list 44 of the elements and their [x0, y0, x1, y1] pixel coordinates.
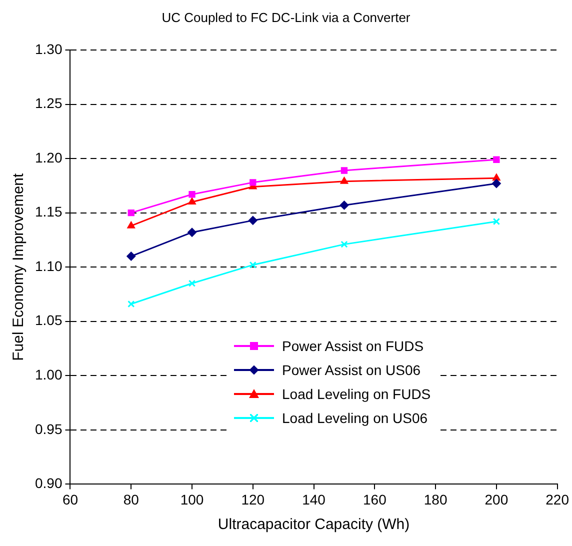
y-tick-label: 0.95	[35, 420, 62, 437]
y-tick-label: 1.20	[35, 149, 62, 166]
point	[249, 261, 256, 269]
point	[188, 228, 197, 237]
point	[128, 300, 135, 308]
point	[340, 176, 348, 184]
point	[126, 252, 136, 261]
x-tick-label: 120	[241, 491, 265, 508]
point	[492, 174, 500, 181]
point	[248, 216, 258, 225]
chart-title: UC Coupled to FC DC-Link via a Converter	[160, 10, 412, 25]
x-tick-label: 60	[62, 491, 78, 508]
legend-label: Power Assist on FUDS	[282, 338, 424, 354]
x-axis-title: Ultracapacitor Capacity (Wh)	[218, 516, 410, 534]
y-tick-label: 1.15	[35, 204, 62, 220]
x-tick-label: 200	[484, 491, 508, 508]
point	[492, 179, 501, 188]
x-tick-label: 80	[123, 491, 140, 508]
y-tick-label: 1.25	[35, 95, 62, 112]
point	[188, 191, 196, 198]
point	[127, 221, 136, 228]
point	[188, 197, 196, 204]
y-tick-label: 0.90	[35, 475, 62, 492]
x-tick-label: 160	[362, 491, 387, 508]
point	[340, 167, 348, 174]
y-tick-label: 1.30	[35, 40, 62, 57]
y-axis-title: Fuel Economy Improvement	[10, 172, 28, 361]
legend-label: Load Leveling on US06	[282, 410, 428, 426]
y-tick-label: 1.05	[35, 312, 62, 328]
y-tick-label: 1.00	[35, 366, 62, 383]
point	[492, 218, 500, 226]
y-tick-label: 1.10	[35, 258, 62, 274]
legend-label: Power Assist on US06	[282, 362, 421, 378]
point	[340, 240, 348, 248]
point	[340, 200, 349, 210]
legend-label: Load Leveling on FUDS	[282, 386, 431, 402]
point	[128, 209, 134, 216]
point	[188, 280, 196, 287]
point	[250, 179, 256, 186]
x-tick-label: 220	[546, 491, 570, 508]
x-tick-label: 100	[180, 491, 204, 508]
x-tick-label: 140	[302, 491, 326, 508]
point	[493, 156, 500, 163]
x-tick-label: 180	[424, 491, 448, 508]
